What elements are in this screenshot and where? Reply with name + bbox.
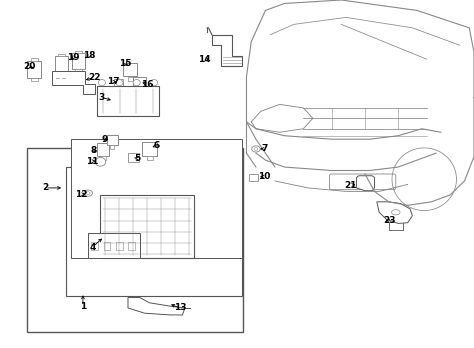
Text: 13: 13 (174, 303, 186, 313)
Bar (104, 242, 110, 251)
Text: 8: 8 (91, 146, 97, 155)
Bar (27, 61, 41, 78)
Polygon shape (377, 202, 412, 223)
Text: 19: 19 (67, 53, 80, 62)
Bar (133, 77, 146, 88)
Text: 18: 18 (83, 51, 95, 60)
Text: 10: 10 (258, 172, 271, 181)
Ellipse shape (252, 146, 260, 152)
Bar (100, 195, 194, 258)
Text: 16: 16 (141, 80, 153, 89)
Ellipse shape (392, 209, 400, 215)
Text: 20: 20 (23, 62, 36, 71)
Bar (137, 88, 143, 92)
Text: 11: 11 (86, 157, 99, 166)
Text: 3: 3 (99, 93, 105, 102)
Text: 12: 12 (75, 190, 88, 199)
Bar (75, 51, 82, 53)
Text: 5: 5 (134, 154, 141, 163)
Bar (107, 135, 118, 145)
Polygon shape (128, 298, 185, 315)
Text: 6: 6 (153, 141, 160, 150)
Bar (128, 153, 139, 162)
Bar (110, 145, 114, 149)
Bar (55, 56, 68, 73)
Ellipse shape (86, 192, 90, 195)
Text: 2: 2 (42, 183, 48, 192)
Bar (128, 77, 133, 81)
Bar (123, 63, 137, 76)
Ellipse shape (84, 190, 92, 196)
Text: 1: 1 (80, 302, 86, 311)
Ellipse shape (254, 148, 258, 150)
Bar (27, 148, 243, 332)
Text: 4: 4 (89, 243, 96, 252)
FancyBboxPatch shape (329, 174, 396, 190)
Ellipse shape (116, 80, 123, 86)
Bar (147, 156, 153, 160)
Polygon shape (52, 71, 95, 94)
Bar (88, 233, 140, 258)
Bar (116, 242, 123, 251)
Ellipse shape (95, 157, 106, 166)
Bar (71, 139, 242, 258)
Text: 14: 14 (199, 55, 211, 64)
Bar (128, 242, 135, 251)
Bar (75, 69, 82, 71)
Ellipse shape (133, 80, 140, 86)
Bar (30, 78, 37, 81)
Text: 22: 22 (89, 73, 101, 82)
Text: 23: 23 (383, 216, 396, 226)
Bar (114, 79, 123, 86)
Ellipse shape (99, 80, 105, 86)
Bar (142, 142, 157, 156)
Bar (58, 54, 65, 56)
Bar (91, 242, 98, 251)
Bar (249, 174, 258, 181)
Text: 21: 21 (345, 181, 357, 190)
Polygon shape (212, 35, 242, 66)
Bar (97, 86, 159, 116)
Bar (66, 167, 242, 296)
Bar (30, 58, 37, 61)
Ellipse shape (151, 80, 157, 86)
Text: 9: 9 (101, 135, 108, 144)
Bar (58, 73, 65, 75)
Text: 17: 17 (108, 77, 120, 86)
Bar (97, 143, 109, 156)
Bar (72, 53, 85, 69)
Text: 7: 7 (261, 144, 268, 153)
Bar (101, 156, 106, 160)
Polygon shape (356, 176, 374, 191)
Text: 15: 15 (119, 59, 132, 68)
